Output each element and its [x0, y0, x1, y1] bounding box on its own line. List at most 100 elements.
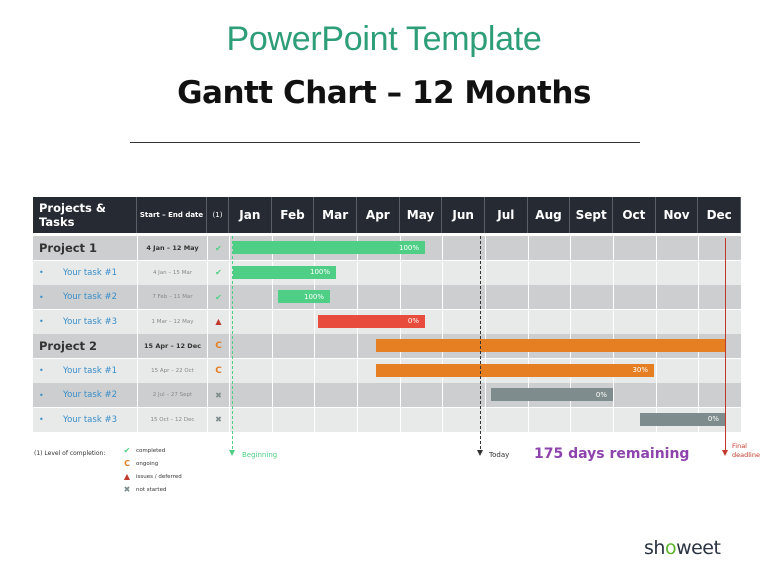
gridline: [485, 236, 487, 432]
date-cell: 15 Apr – 22 Oct: [137, 358, 207, 383]
project-name: Project 2: [39, 339, 98, 353]
today-label: Today: [489, 451, 510, 459]
month-header-aug: Aug: [527, 197, 571, 233]
page-title: Gantt Chart – 12 Months: [177, 75, 591, 111]
final-deadline-arrow-icon: [722, 450, 728, 456]
bar-percent: 0%: [407, 317, 419, 325]
showeet-logo: showeet: [644, 537, 721, 559]
task-name-cell: • Your task #2: [33, 383, 137, 407]
bar-percent: 30%: [632, 366, 648, 374]
beginning-line: [232, 236, 233, 454]
bar-percent: 0%: [595, 390, 607, 399]
task-name-cell: • Your task #3: [33, 310, 137, 334]
date-cell: 4 Jan – 12 May: [137, 236, 207, 260]
bullet-icon: •: [39, 390, 44, 400]
project-name: Project 1: [39, 241, 98, 255]
beginning-label: Beginning: [242, 451, 278, 459]
date-cell: 1 Mar – 12 May: [137, 309, 207, 334]
gantt-bar: 0%: [491, 388, 613, 401]
task-row: • Your task #2 7 Feb – 11 Mar ✔: [33, 285, 741, 309]
subtitle: PowerPoint Template: [226, 20, 542, 58]
month-header-mar: Mar: [314, 197, 357, 233]
date-range: 4 Jan – 15 Mar: [152, 269, 193, 276]
date-cell: 4 Jan – 15 Mar: [137, 260, 207, 285]
legend-label: not started: [136, 486, 167, 493]
task-name-cell: • Your task #1: [33, 261, 137, 285]
gridline: [399, 236, 401, 432]
bar-percent: 100%: [303, 292, 324, 301]
gantt-bar: 100%: [233, 265, 336, 279]
ongoing-icon: C: [124, 459, 130, 468]
date-range: 15 Apr – 22 Oct: [151, 367, 194, 374]
beginning-arrow-icon: [229, 450, 235, 456]
bullet-icon: •: [39, 317, 44, 326]
today-arrow-icon: [477, 450, 483, 456]
bar-percent: 0%: [707, 415, 719, 423]
task-name-cell: • Your task #2: [33, 285, 137, 309]
check-icon: ✔: [123, 446, 131, 455]
legend-item: ✔ completed: [120, 446, 166, 455]
gridline: [527, 236, 529, 432]
bullet-icon: •: [39, 292, 44, 302]
status-cell: C: [207, 358, 229, 383]
status-cell: ✔: [207, 236, 229, 260]
date-range: 4 Jan – 12 May: [146, 244, 199, 252]
gridline: [741, 236, 743, 432]
warning-icon: ▲: [215, 317, 222, 326]
final-deadline-label: Final deadline: [732, 442, 760, 460]
bullet-icon: •: [39, 268, 44, 277]
task-name-cell: • Your task #3: [33, 408, 137, 432]
month-header-oct: Oct: [613, 197, 656, 233]
status-cell: ✖: [207, 407, 229, 432]
days-remaining: 175 days remaining: [534, 446, 690, 462]
task-name: Your task #2: [63, 390, 117, 400]
task-name: Your task #3: [63, 316, 117, 327]
x-icon: ✖: [123, 485, 131, 494]
month-header-jul: Jul: [485, 197, 528, 233]
gridline: [442, 236, 444, 432]
month-header-feb: Feb: [271, 197, 315, 233]
final-label-line1: Final: [732, 442, 747, 450]
gridline: [655, 236, 657, 432]
header-status: (1): [207, 197, 229, 233]
gridline: [613, 236, 615, 432]
task-row: • Your task #2 2 Jul – 27 Sept ✖: [33, 383, 741, 407]
date-range: 15 Oct – 12 Dec: [150, 416, 195, 423]
project-name-cell: Project 1: [33, 236, 137, 260]
gantt-bar: 30%: [376, 363, 654, 377]
check-icon: ✔: [215, 292, 222, 302]
ongoing-icon: C: [215, 365, 222, 376]
month-header-nov: Nov: [655, 197, 699, 233]
status-cell: ✔: [207, 260, 229, 285]
x-icon: ✖: [215, 390, 222, 400]
date-cell: 15 Apr – 12 Dec: [137, 334, 207, 358]
date-range: 2 Jul – 27 Sept: [152, 392, 193, 398]
status-cell: ✔: [207, 285, 229, 309]
bullet-icon: •: [39, 415, 44, 424]
date-range: 7 Feb – 11 Mar: [152, 294, 193, 300]
date-range: 1 Mar – 12 May: [151, 318, 194, 325]
date-cell: 15 Oct – 12 Dec: [137, 407, 207, 432]
task-row: • Your task #1 4 Jan – 15 Mar ✔: [33, 260, 741, 285]
header-projects-tasks: Projects & Tasks: [33, 197, 137, 233]
task-name: Your task #1: [63, 267, 117, 278]
bar-percent: 100%: [398, 243, 419, 252]
bullet-icon: •: [39, 366, 44, 375]
gridline: [357, 236, 358, 432]
legend-label: completed: [136, 447, 166, 454]
month-header-jan: Jan: [229, 197, 272, 233]
month-header-apr: Apr: [357, 197, 400, 233]
logo-text-post: weet: [676, 537, 721, 559]
legend-label: ongoing: [136, 460, 159, 467]
today-line: [480, 236, 481, 454]
logo-o-icon: o: [664, 537, 677, 559]
ongoing-icon: C: [215, 341, 222, 351]
legend-item: ▲ issues / deferred: [120, 472, 182, 481]
status-cell: ✖: [207, 383, 229, 407]
gridline: [698, 236, 700, 432]
gantt-bar: [376, 339, 725, 352]
month-header-sept: Sept: [570, 197, 614, 233]
status-cell: ▲: [207, 309, 229, 334]
month-header-dec: Dec: [698, 197, 742, 233]
